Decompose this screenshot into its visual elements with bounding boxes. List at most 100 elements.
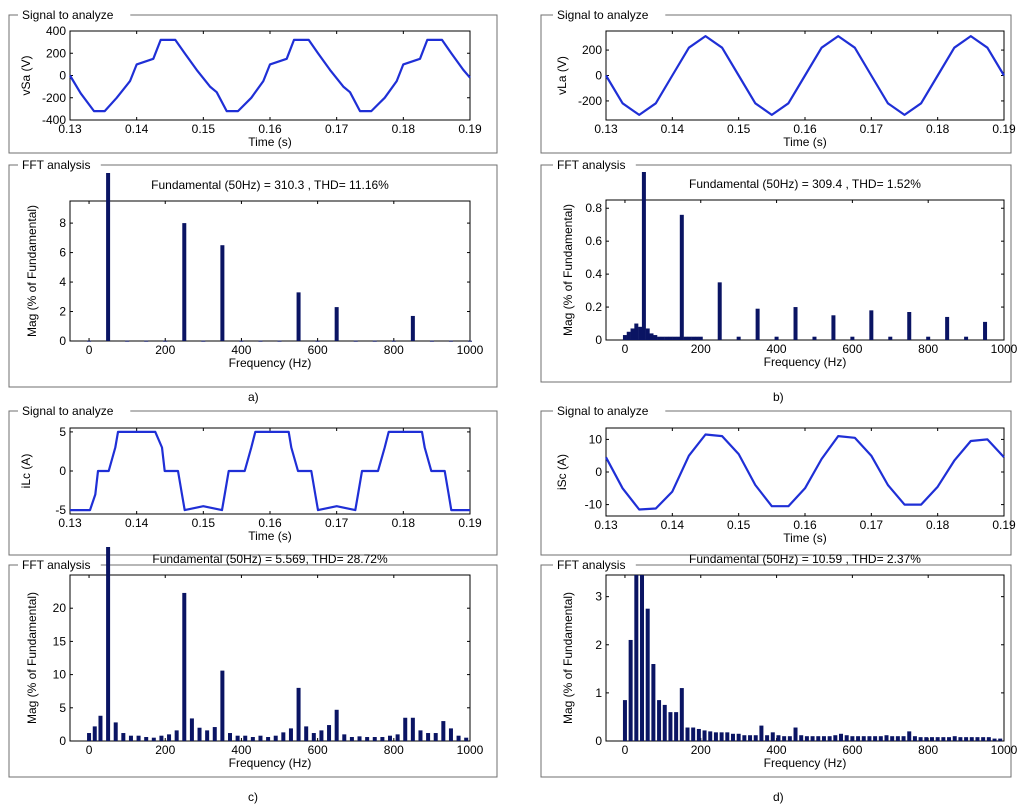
x-tick-label: 0.15 <box>192 516 216 530</box>
fft-bar <box>144 737 149 741</box>
fft-bar <box>649 333 654 340</box>
x-tick-label: 600 <box>308 343 328 357</box>
x-tick-label: 0.17 <box>860 122 884 136</box>
signal-line <box>605 35 1005 116</box>
y-tick-label: 0 <box>595 465 602 479</box>
x-tick-label: 200 <box>155 343 175 357</box>
x-tick-label: 0.13 <box>58 122 82 136</box>
x-tick-label: 0.19 <box>458 516 482 530</box>
fft-bar <box>315 340 320 342</box>
fft-bar <box>725 732 730 741</box>
x-tick-label: 0.13 <box>58 516 82 530</box>
fft-bar <box>730 733 735 741</box>
chart-b-fft: FFT analysis Fundamental (50Hz) = 309.4 ,… <box>540 158 1018 383</box>
y-tick-label: 10 <box>53 668 67 682</box>
x-tick-label: 0.19 <box>992 518 1016 532</box>
fft-bar <box>759 725 764 741</box>
x-tick-label: 0 <box>622 743 629 757</box>
y-tick-label: 400 <box>46 24 66 38</box>
fft-bar <box>121 733 126 741</box>
fft-bar <box>167 734 172 741</box>
fft-bar <box>947 737 952 741</box>
fft-bar <box>827 736 832 741</box>
plot-area <box>69 200 471 342</box>
x-tick-label: 200 <box>691 342 711 356</box>
fft-bar <box>189 718 194 741</box>
y-tick-label: 200 <box>582 43 602 57</box>
fft-bar <box>205 730 210 741</box>
fft-bar <box>634 323 639 340</box>
y-axis-label: Mag (% of Fundamental) <box>561 592 575 724</box>
fft-bar <box>945 316 950 340</box>
fft-bar <box>349 737 354 741</box>
fft-bar <box>113 722 118 741</box>
fft-bar <box>645 328 650 340</box>
fft-bar <box>748 735 753 741</box>
fft-annotation: Fundamental (50Hz) = 10.59 , THD= 2.37% <box>689 552 921 566</box>
fft-bar <box>691 727 696 741</box>
fft-bar <box>357 736 362 741</box>
fft-bar <box>106 173 111 341</box>
fft-bar <box>702 730 707 741</box>
fft-bar <box>296 292 301 341</box>
fft-bar <box>850 736 855 741</box>
fft-bar <box>713 732 718 741</box>
y-axis-label: Mag (% of Fundamental) <box>25 592 39 724</box>
group-title: Signal to analyze <box>557 8 649 22</box>
fft-bar <box>708 731 713 741</box>
fft-bar <box>243 735 248 741</box>
plot-area <box>605 427 1005 517</box>
fft-bar <box>426 733 431 741</box>
y-tick-label: 0 <box>595 734 602 748</box>
x-tick-label: 0.17 <box>860 518 884 532</box>
x-tick-label: 0.18 <box>926 122 950 136</box>
fft-bar <box>816 736 821 741</box>
x-tick-label: 0.19 <box>992 122 1016 136</box>
fft-bar <box>342 734 347 741</box>
fft-bar <box>918 737 923 741</box>
y-tick-label: 0 <box>59 734 66 748</box>
signal-line <box>605 433 1005 511</box>
fft-bar <box>668 336 673 340</box>
chart-c-signal: Signal to analyze 0.13 0.14 0.15 0.16 0.17 0.1… <box>8 404 498 556</box>
fft-bar <box>87 340 92 342</box>
x-axis-label: Time (s) <box>783 531 827 545</box>
fft-bar <box>388 735 392 741</box>
fft-bar <box>410 315 415 341</box>
fft-bar <box>277 340 282 342</box>
fft-bar <box>657 336 662 340</box>
fft-bar <box>929 737 934 741</box>
x-tick-label: 1000 <box>457 743 484 757</box>
fft-bar <box>799 735 804 741</box>
fft-bar <box>831 315 836 340</box>
y-tick-label: 3 <box>595 590 602 604</box>
x-axis-label: Time (s) <box>248 135 292 149</box>
x-tick-label: 0 <box>86 343 93 357</box>
fft-bar <box>821 736 826 741</box>
fft-bar <box>266 737 271 741</box>
fft-bar <box>907 731 912 741</box>
fft-bar <box>683 336 688 340</box>
group-title: FFT analysis <box>557 558 625 572</box>
fft-bar <box>391 340 396 342</box>
fft-bar <box>197 727 202 741</box>
fft-bar <box>958 737 963 741</box>
fft-bar <box>992 738 997 741</box>
fft-bar <box>410 717 415 741</box>
group-title: Signal to analyze <box>22 8 114 22</box>
fft-bar <box>969 737 974 741</box>
chart-c-fft: FFT analysis Fundamental (50Hz) = 5.569, … <box>8 547 498 778</box>
group-frame <box>8 564 498 778</box>
x-axis-label: Frequency (Hz) <box>229 756 312 770</box>
fft-bar <box>273 735 278 741</box>
fft-bar <box>212 727 217 741</box>
fft-bar <box>136 735 141 741</box>
fft-bar <box>468 340 472 342</box>
fft-bar <box>975 737 980 741</box>
y-tick-label: -200 <box>42 91 66 105</box>
fft-bar <box>890 736 895 741</box>
chart-a-fft: FFT analysis Fundamental (50Hz) = 310.3 ,… <box>8 158 498 388</box>
fft-bar <box>793 307 798 340</box>
y-tick-label: 0 <box>595 69 602 83</box>
fft-bar <box>895 736 900 741</box>
